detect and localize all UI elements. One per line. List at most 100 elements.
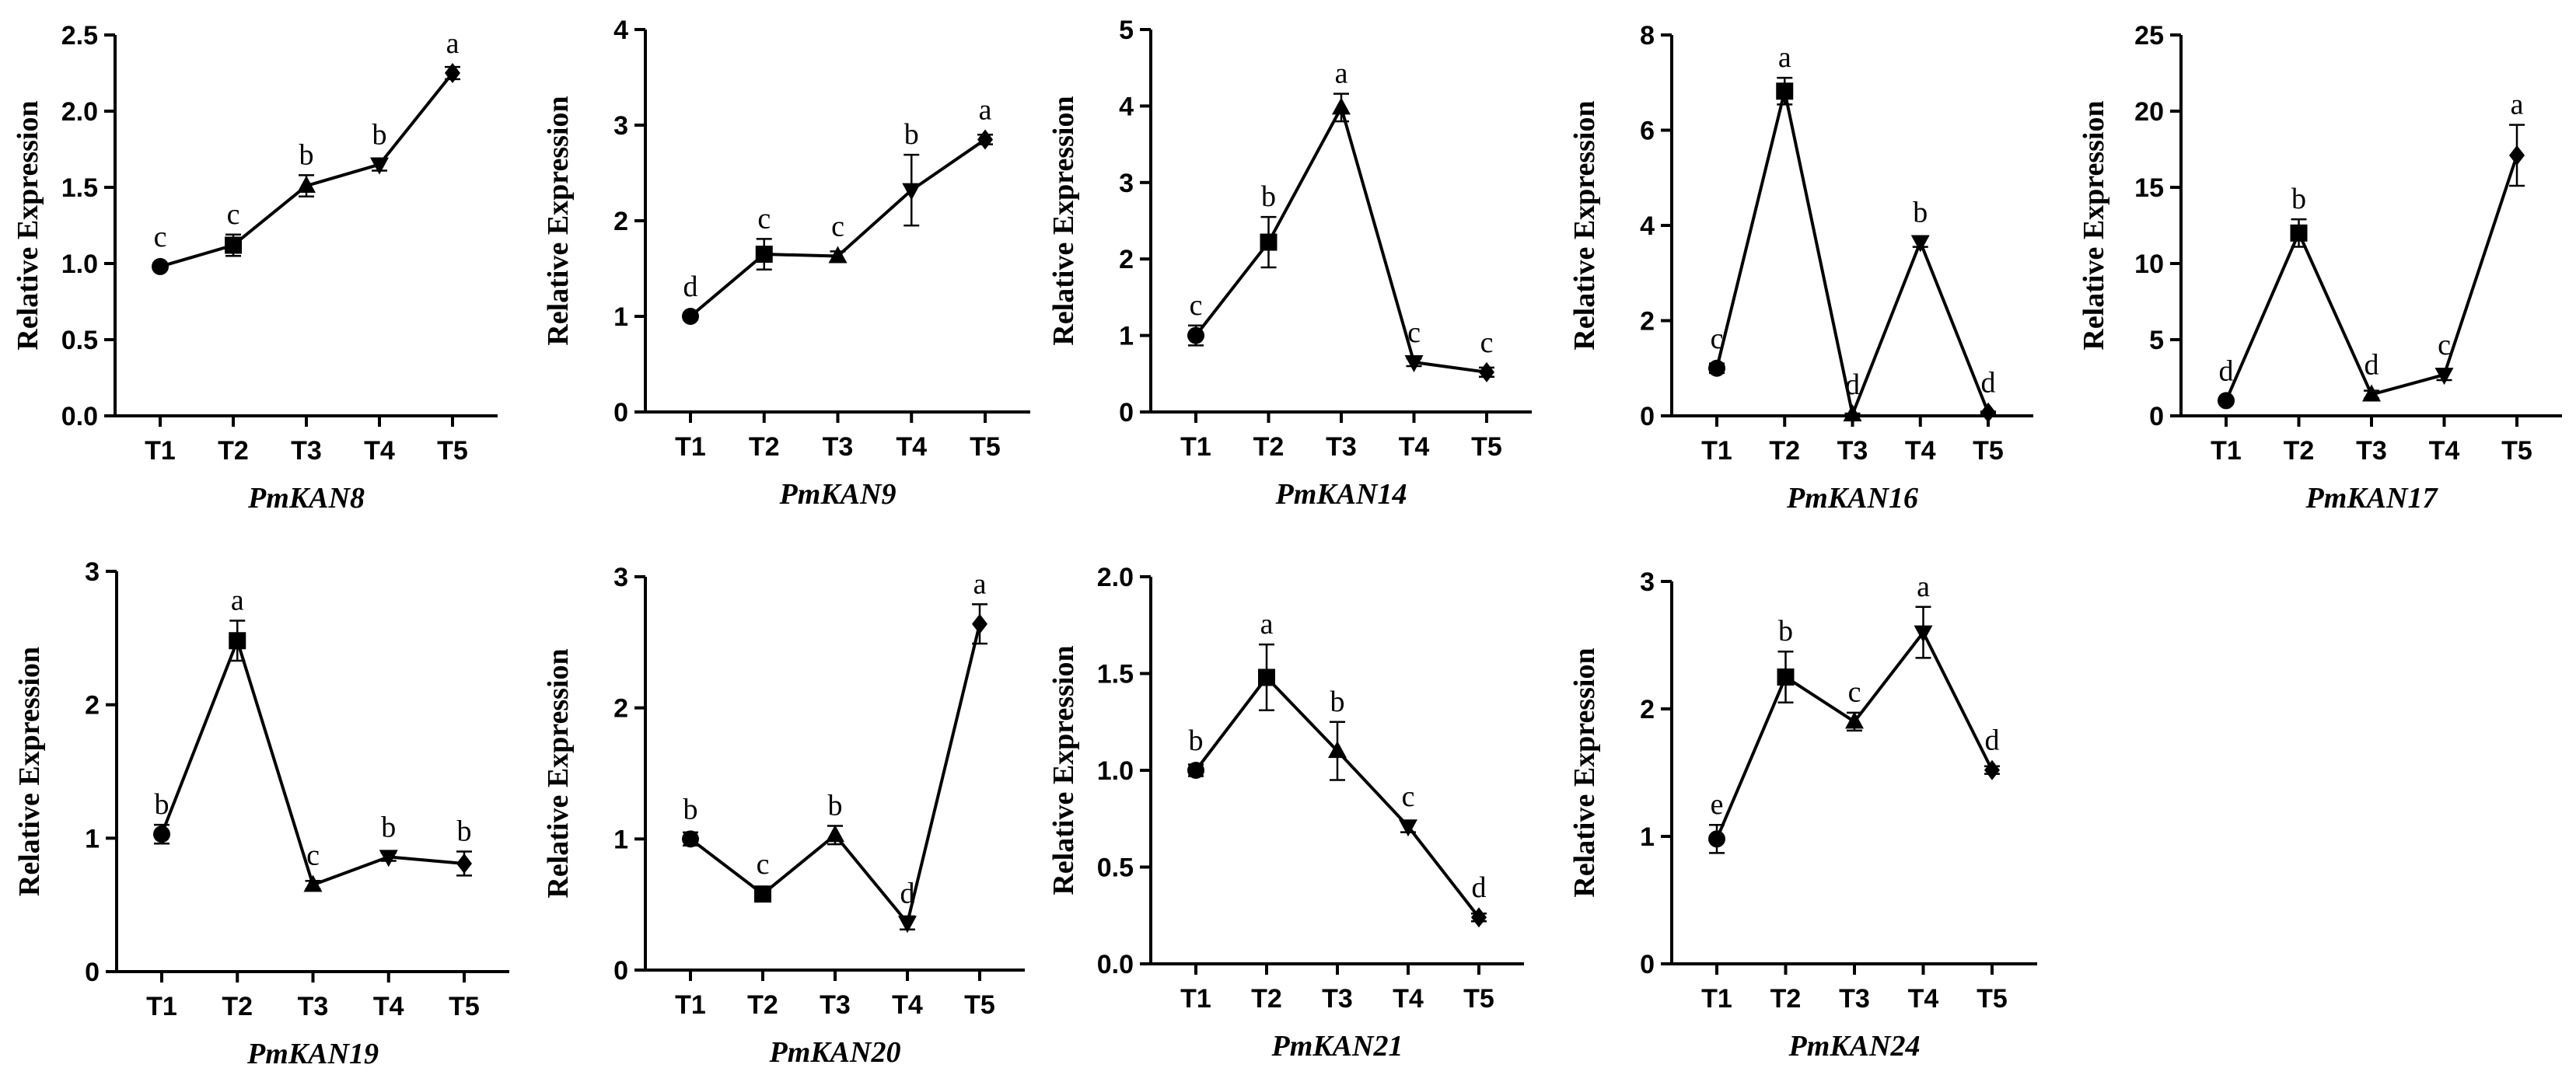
series-line	[1715, 629, 1994, 840]
y-tick-label: 0.5	[61, 326, 98, 355]
x-tick-label: T1	[675, 432, 706, 462]
y-tick-label: 2	[1640, 307, 1655, 337]
data-point-t2	[754, 885, 771, 903]
data-point-t3	[1332, 97, 1351, 115]
data-point-t1	[682, 308, 699, 325]
data-point-t2	[1260, 233, 1278, 251]
x-tick-label: T1	[145, 436, 176, 466]
x-tick-label: T2	[749, 432, 780, 462]
y-tick-label: 20	[2134, 97, 2164, 127]
x-tick-label: T3	[820, 990, 851, 1020]
data-point-t1	[1708, 359, 1725, 377]
x-tick-label: T5	[1973, 436, 2004, 466]
x-tick-label: T1	[1180, 984, 1211, 1014]
y-tick-label: 2	[613, 694, 628, 724]
y-axis-title: Relative Expression	[542, 96, 575, 345]
y-tick-label: 5	[2149, 326, 2164, 355]
y-tick-label: 4	[613, 16, 628, 45]
y-axis-title: Relative Expression	[542, 648, 575, 898]
significance-letter: a	[1917, 571, 1930, 603]
significance-letter: b	[1189, 724, 1204, 757]
significance-letter: a	[1260, 608, 1274, 640]
y-tick-label: 2.0	[61, 97, 98, 127]
data-point-t4	[1399, 819, 1417, 837]
significance-letter: a	[231, 585, 244, 617]
y-tick-label: 0	[1119, 398, 1134, 428]
y-tick-label: 5	[1119, 16, 1134, 45]
gene-label: PmKAN20	[769, 1036, 901, 1069]
x-tick-label: T2	[218, 436, 249, 466]
chart-panel-pmkan20: 0 1 2 3 T1 T2 T3 T4 T5 Relative Expression PmKAN20…	[542, 563, 1025, 1069]
series-line	[689, 623, 981, 927]
x-tick-label: T3	[298, 992, 329, 1021]
data-point-t1	[2218, 392, 2235, 410]
significance-letter: d	[2365, 349, 2379, 382]
gene-label: PmKAN17	[2305, 482, 2439, 515]
significance-letter: b	[381, 811, 396, 843]
significance-letter: d	[2219, 354, 2234, 387]
significance-letter: e	[1711, 788, 1724, 821]
data-point-t3	[828, 246, 848, 264]
significance-letter: c	[757, 202, 771, 235]
significance-letter: c	[2438, 329, 2451, 361]
significance-letter: b	[683, 793, 698, 825]
x-tick-label: T3	[2356, 436, 2387, 466]
x-tick-label: T4	[1399, 432, 1430, 462]
x-tick-label: T1	[1701, 436, 1732, 466]
x-tick-label: T1	[2211, 436, 2242, 466]
data-point-t4	[370, 157, 389, 175]
significance-letter: c	[1848, 675, 1861, 708]
gene-label: PmKAN16	[1786, 482, 1918, 515]
x-tick-label: T1	[146, 992, 177, 1021]
x-tick-label: T1	[1701, 984, 1732, 1014]
x-tick-label: T3	[1839, 984, 1870, 1014]
gene-label: PmKAN9	[779, 478, 897, 511]
x-tick-label: T5	[437, 436, 468, 466]
significance-letter: c	[1407, 316, 1421, 349]
data-point-t1	[1187, 762, 1204, 779]
data-point-t5	[1471, 907, 1487, 928]
significance-letter: d	[1845, 368, 1860, 401]
x-tick-label: T3	[1837, 436, 1868, 466]
data-point-t5	[977, 129, 993, 150]
data-point-t4	[898, 916, 917, 934]
chart-panel-pmkan14: 0 1 2 3 4 5 T1 T2 T3 T4 T5 Relative Expression PmKAN…	[1047, 16, 1532, 511]
y-tick-label: 3	[613, 563, 628, 592]
data-point-t3	[1843, 404, 1862, 422]
significance-letter: c	[306, 839, 320, 871]
y-tick-label: 0.0	[1097, 950, 1134, 979]
data-point-t5	[972, 613, 987, 634]
gene-label: PmKAN14	[1275, 478, 1407, 511]
chart-panel-pmkan17: 0 5 10 15 20 25 T1 T2 T3 T4 T5 Relative Expression P…	[2078, 21, 2562, 515]
y-tick-label: 0.5	[1097, 853, 1134, 883]
x-tick-label: T5	[970, 432, 1001, 462]
significance-letter: c	[154, 221, 167, 253]
significance-letter: c	[1480, 326, 1494, 359]
x-tick-label: T4	[1908, 984, 1939, 1014]
significance-letter: c	[1711, 323, 1724, 355]
significance-letter: a	[979, 93, 992, 126]
data-point-t1	[152, 257, 169, 275]
y-tick-label: 0	[613, 956, 628, 986]
y-tick-label: 2	[1640, 695, 1655, 724]
x-tick-label: T3	[823, 432, 854, 462]
significance-letter: a	[1335, 58, 1348, 90]
data-point-t4	[902, 183, 921, 201]
x-tick-label: T3	[1326, 432, 1357, 462]
data-point-t5	[1479, 361, 1494, 382]
significance-letter: c	[1402, 780, 1415, 813]
series-line	[1715, 90, 1990, 421]
data-point-t3	[297, 176, 316, 194]
y-tick-label: 25	[2134, 21, 2164, 51]
data-point-t2	[229, 632, 246, 650]
significance-letter: b	[828, 789, 843, 822]
y-tick-label: 6	[1640, 117, 1655, 146]
data-point-t4	[1914, 625, 1933, 643]
x-tick-label: T2	[1770, 984, 1802, 1014]
chart-panel-pmkan9: 0 1 2 3 4 T1 T2 T3 T4 T5 Relative Expression PmKAN9…	[542, 16, 1030, 511]
y-tick-label: 1	[1119, 322, 1134, 351]
x-tick-label: T4	[892, 990, 923, 1020]
significance-letter: b	[1261, 180, 1276, 213]
significance-letter: d	[1472, 871, 1487, 904]
significance-letter: b	[155, 788, 170, 821]
